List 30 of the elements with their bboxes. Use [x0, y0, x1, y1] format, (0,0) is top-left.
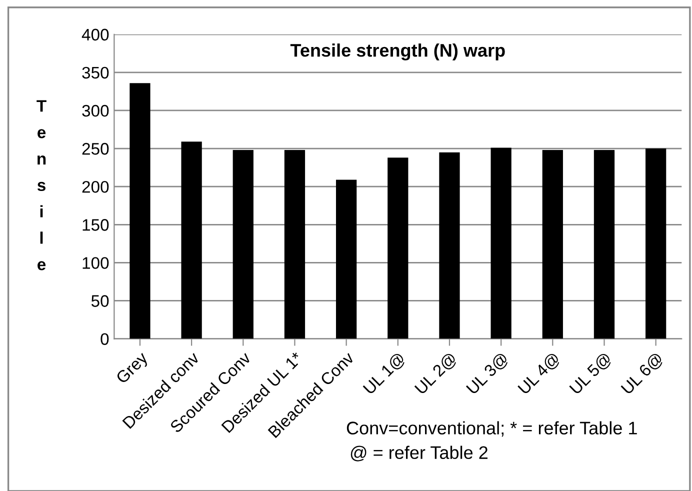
bar [388, 158, 408, 339]
y-tick-label: 400 [82, 28, 109, 41]
bar [284, 150, 306, 339]
y-tick-label: 250 [82, 142, 109, 155]
bar [181, 142, 202, 339]
chart-title: Tensile strength (N) warp [290, 44, 505, 60]
x-tick-label: UL 1@ [362, 352, 408, 396]
x-tick-label: UL 6@ [620, 352, 665, 396]
text: @ = refer Table 2 [350, 446, 488, 462]
bar [130, 83, 150, 339]
y-tick-label: 50 [91, 295, 109, 307]
bar [594, 150, 615, 339]
bar [542, 150, 563, 339]
y-tick-label: 0 [100, 333, 109, 345]
bar [490, 148, 512, 339]
x-tick-label: UL 3@ [466, 352, 510, 396]
y-axis-title: Tensile [36, 100, 46, 270]
bar [646, 148, 666, 339]
y-tick-label: 300 [82, 104, 109, 117]
y-tick-label: 150 [82, 219, 109, 231]
x-tick-label: UL 4@ [517, 352, 562, 396]
y-tick-label: 350 [82, 66, 109, 79]
bar [439, 152, 460, 339]
bar [336, 180, 357, 339]
x-tick-label: UL 5@ [568, 352, 614, 396]
y-tick-label: 200 [82, 180, 109, 193]
y-tick-label: 100 [82, 257, 109, 269]
text: Conv=conventional; * = refer Table 1 [346, 421, 637, 437]
bar [232, 150, 254, 339]
x-tick-label: UL 2@ [414, 352, 459, 396]
